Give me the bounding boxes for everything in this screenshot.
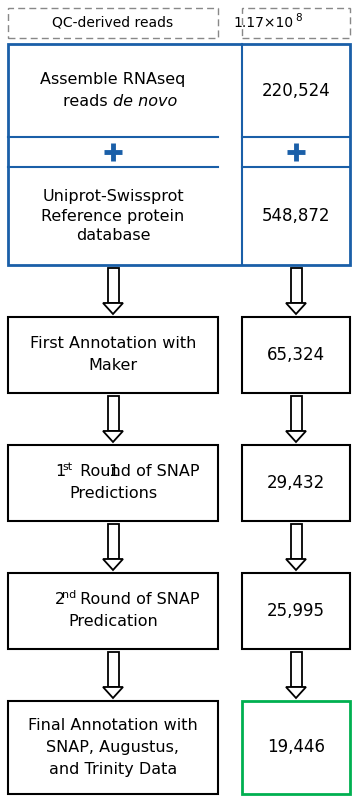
Bar [107, 652, 118, 687]
Text: 548,872: 548,872 [262, 207, 330, 225]
Text: QC-derived reads: QC-derived reads [52, 16, 174, 30]
Text: 2: 2 [55, 593, 65, 607]
Text: and Trinity Data: and Trinity Data [49, 762, 177, 777]
Text: Assemble RNAseq: Assemble RNAseq [40, 72, 186, 87]
Text: Maker: Maker [88, 358, 137, 374]
Bar [107, 524, 118, 559]
Text: 8: 8 [295, 13, 302, 23]
Bar [8, 573, 218, 649]
Polygon shape [103, 431, 123, 442]
Bar [290, 652, 301, 687]
Bar [107, 268, 118, 303]
Text: Uniprot-Swissprot: Uniprot-Swissprot [42, 189, 184, 203]
Bar [8, 8, 218, 38]
Bar [290, 268, 301, 303]
Text: database: database [76, 229, 150, 243]
Text: First Annotation with: First Annotation with [30, 337, 196, 351]
Text: 1: 1 [108, 465, 118, 479]
Polygon shape [103, 687, 123, 698]
Bar [242, 701, 350, 794]
Bar [107, 396, 118, 431]
Text: 1.17×10: 1.17×10 [234, 16, 294, 30]
Bar [242, 445, 350, 521]
Bar [242, 8, 350, 38]
Text: 25,995: 25,995 [267, 602, 325, 620]
Text: de novo: de novo [113, 94, 177, 109]
Bar [290, 396, 301, 431]
Bar [8, 445, 218, 521]
Polygon shape [286, 303, 306, 314]
Text: SNAP, Augustus,: SNAP, Augustus, [47, 740, 179, 755]
Text: 1: 1 [55, 465, 65, 479]
Text: Round of SNAP: Round of SNAP [75, 593, 199, 607]
Bar [8, 317, 218, 393]
Text: 65,324: 65,324 [267, 346, 325, 364]
Text: Reference protein: Reference protein [42, 209, 185, 223]
Text: Predication: Predication [68, 614, 158, 630]
Text: st: st [62, 462, 72, 472]
Text: reads: reads [63, 94, 113, 109]
Bar [242, 317, 350, 393]
Text: 220,524: 220,524 [262, 82, 330, 99]
Text: 19,446: 19,446 [267, 738, 325, 757]
Text: Final Annotation with: Final Annotation with [28, 718, 198, 733]
Text: 29,432: 29,432 [267, 474, 325, 492]
Polygon shape [103, 303, 123, 314]
Text: Round of SNAP: Round of SNAP [75, 465, 199, 479]
Polygon shape [286, 687, 306, 698]
Bar [8, 701, 218, 794]
Bar [8, 44, 350, 265]
Text: Predictions: Predictions [69, 486, 157, 502]
Text: nd: nd [62, 590, 76, 600]
Bar [290, 524, 301, 559]
Polygon shape [286, 559, 306, 570]
Polygon shape [103, 559, 123, 570]
Bar [242, 573, 350, 649]
Polygon shape [286, 431, 306, 442]
